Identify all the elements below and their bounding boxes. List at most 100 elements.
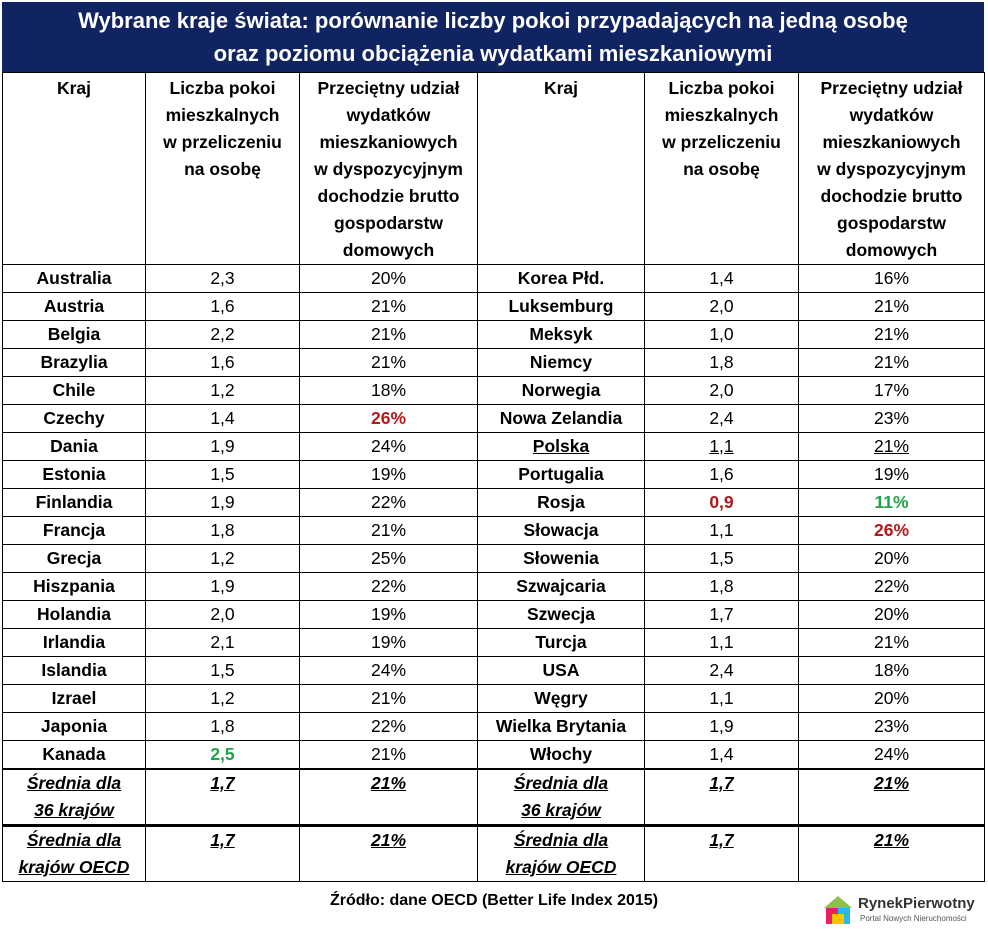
country-cell: Francja bbox=[2, 516, 146, 545]
country-cell: Brazylia bbox=[2, 348, 146, 377]
rooms-cell: 1,6 bbox=[644, 460, 799, 489]
rynekpierwotny-logo: RynekPierwotny Portal Nowych Nieruchomoś… bbox=[820, 892, 986, 930]
country-cell: Japonia bbox=[2, 712, 146, 741]
country-cell: Meksyk bbox=[477, 320, 645, 349]
country-cell: Węgry bbox=[477, 684, 645, 713]
country-cell: Grecja bbox=[2, 544, 146, 573]
rooms-cell: 1,9 bbox=[145, 572, 300, 601]
share-cell: 20% bbox=[798, 600, 985, 629]
rooms-cell: 1,6 bbox=[145, 292, 300, 321]
rooms-cell: 1,2 bbox=[145, 684, 300, 713]
table-row: Islandia 1,5 24% USA 2,4 18% bbox=[2, 656, 985, 685]
rooms-cell: 2,0 bbox=[644, 376, 799, 405]
country-cell-polska: Polska bbox=[477, 432, 645, 461]
table-row: Chile 1,2 18% Norwegia 2,0 17% bbox=[2, 376, 985, 405]
country-cell: USA bbox=[477, 656, 645, 685]
share-cell: 21% bbox=[798, 292, 985, 321]
title-line-2: oraz poziomu obciążenia wydatkami mieszk… bbox=[213, 41, 773, 66]
country-cell: Irlandia bbox=[2, 628, 146, 657]
header-country-right: Kraj bbox=[477, 72, 645, 265]
rooms-cell: 1,1 bbox=[644, 684, 799, 713]
share-cell: 21% bbox=[798, 320, 985, 349]
share-cell: 21% bbox=[798, 628, 985, 657]
share-cell: 21% bbox=[299, 740, 478, 770]
rooms-cell: 2,4 bbox=[644, 656, 799, 685]
rooms-cell: 1,8 bbox=[644, 572, 799, 601]
country-cell: Finlandia bbox=[2, 488, 146, 517]
logo-name: RynekPierwotny bbox=[858, 895, 975, 912]
table-row: Austria 1,6 21% Luksemburg 2,0 21% bbox=[2, 292, 985, 321]
country-cell: Portugalia bbox=[477, 460, 645, 489]
country-cell: Szwecja bbox=[477, 600, 645, 629]
table-row: Kanada 2,5 21% Włochy 1,4 24% bbox=[2, 740, 985, 770]
share-cell: 21% bbox=[299, 684, 478, 713]
share-cell: 24% bbox=[299, 656, 478, 685]
share-cell: 17% bbox=[798, 376, 985, 405]
table-row: Finlandia 1,9 22% Rosja 0,9 11% bbox=[2, 488, 985, 517]
table-row: Japonia 1,8 22% Wielka Brytania 1,9 23% bbox=[2, 712, 985, 741]
share-cell-polska: 21% bbox=[798, 432, 985, 461]
house-logo-icon bbox=[824, 896, 852, 924]
share-cell: 16% bbox=[798, 264, 985, 293]
rooms-cell: 1,8 bbox=[644, 348, 799, 377]
share-cell: 19% bbox=[798, 460, 985, 489]
share-cell: 22% bbox=[299, 572, 478, 601]
rooms-cell: 2,0 bbox=[644, 292, 799, 321]
share-cell: 21% bbox=[299, 292, 478, 321]
header-row: Kraj Liczba pokoi mieszkalnych w przelic… bbox=[2, 72, 985, 265]
share-cell: 21% bbox=[299, 320, 478, 349]
country-cell: Niemcy bbox=[477, 348, 645, 377]
country-cell: Włochy bbox=[477, 740, 645, 770]
share-cell-highlight-high: 26% bbox=[798, 516, 985, 545]
country-cell: Korea Płd. bbox=[477, 264, 645, 293]
table-row: Francja 1,8 21% Słowacja 1,1 26% bbox=[2, 516, 985, 545]
country-cell: Rosja bbox=[477, 488, 645, 517]
table-title: Wybrane kraje świata: porównanie liczby … bbox=[2, 2, 984, 72]
data-table: Kraj Liczba pokoi mieszkalnych w przelic… bbox=[2, 72, 985, 882]
share-cell: 22% bbox=[299, 712, 478, 741]
share-cell: 20% bbox=[798, 684, 985, 713]
share-cell: 19% bbox=[299, 628, 478, 657]
rooms-cell: 1,9 bbox=[145, 488, 300, 517]
rooms-cell: 1,9 bbox=[145, 432, 300, 461]
country-cell: Norwegia bbox=[477, 376, 645, 405]
country-cell: Turcja bbox=[477, 628, 645, 657]
country-cell: Czechy bbox=[2, 404, 146, 433]
header-share-left: Przeciętny udział wydatków mieszkaniowyc… bbox=[299, 72, 478, 265]
rooms-cell: 1,9 bbox=[644, 712, 799, 741]
country-cell: Wielka Brytania bbox=[477, 712, 645, 741]
country-cell: Belgia bbox=[2, 320, 146, 349]
share-cell: 24% bbox=[798, 740, 985, 770]
country-cell: Chile bbox=[2, 376, 146, 405]
share-cell: 22% bbox=[299, 488, 478, 517]
country-cell: Austria bbox=[2, 292, 146, 321]
rooms-cell: 1,8 bbox=[145, 712, 300, 741]
table-row: Dania 1,9 24% Polska 1,1 21% bbox=[2, 432, 985, 461]
country-cell: Estonia bbox=[2, 460, 146, 489]
table-row: Estonia 1,5 19% Portugalia 1,6 19% bbox=[2, 460, 985, 489]
rooms-cell: 1,5 bbox=[145, 460, 300, 489]
share-cell-highlight-low: 11% bbox=[798, 488, 985, 517]
country-cell: Słowenia bbox=[477, 544, 645, 573]
table-row: Grecja 1,2 25% Słowenia 1,5 20% bbox=[2, 544, 985, 573]
rooms-cell: 1,1 bbox=[644, 516, 799, 545]
country-cell: Hiszpania bbox=[2, 572, 146, 601]
rooms-cell: 2,2 bbox=[145, 320, 300, 349]
table-row: Holandia 2,0 19% Szwecja 1,7 20% bbox=[2, 600, 985, 629]
average-rooms: 1,7 bbox=[644, 768, 799, 826]
average-share: 21% bbox=[798, 768, 985, 826]
share-cell: 19% bbox=[299, 600, 478, 629]
average-share: 21% bbox=[299, 824, 478, 882]
rooms-cell: 1,6 bbox=[145, 348, 300, 377]
share-cell: 25% bbox=[299, 544, 478, 573]
rooms-cell: 1,5 bbox=[644, 544, 799, 573]
average-row-oecd: Średnia dla krajów OECD 1,7 21% Średnia … bbox=[2, 824, 985, 882]
table-row: Czechy 1,4 26% Nowa Zelandia 2,4 23% bbox=[2, 404, 985, 433]
rooms-cell: 1,4 bbox=[644, 740, 799, 770]
country-cell: Nowa Zelandia bbox=[477, 404, 645, 433]
share-cell: 21% bbox=[299, 516, 478, 545]
country-cell: Izrael bbox=[2, 684, 146, 713]
country-cell: Holandia bbox=[2, 600, 146, 629]
rooms-cell: 1,7 bbox=[644, 600, 799, 629]
share-cell: 20% bbox=[299, 264, 478, 293]
